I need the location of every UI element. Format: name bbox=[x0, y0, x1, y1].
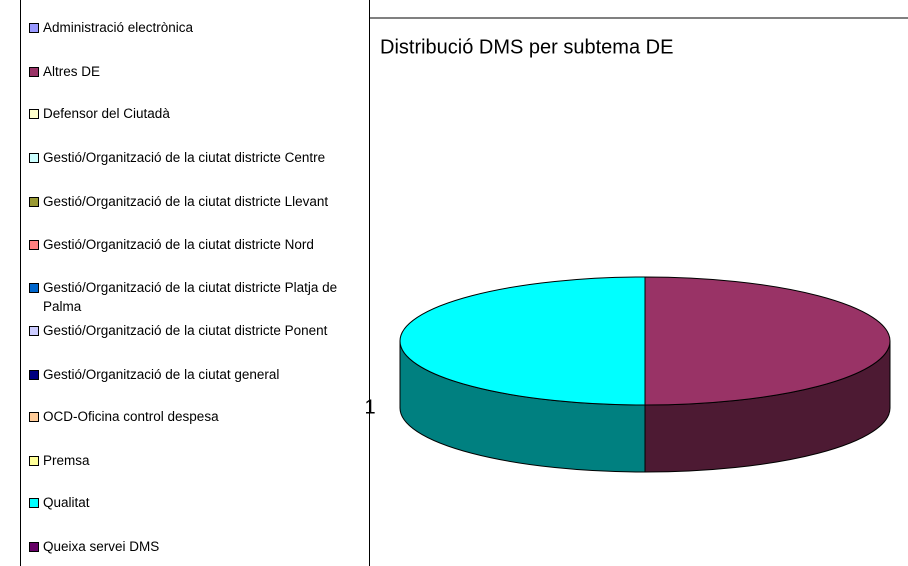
legend-label: Gestió/Organització de la ciutat distric… bbox=[43, 323, 328, 338]
legend-item: Administració electrònica bbox=[27, 18, 367, 37]
legend-swatch bbox=[29, 498, 39, 508]
legend-item: OCD-Oficina control despesa bbox=[27, 407, 367, 426]
legend-label: Gestió/Organització de la ciutat distric… bbox=[43, 237, 314, 252]
legend-label: Gestió/Organització de la ciutat distric… bbox=[43, 194, 329, 209]
legend-swatch bbox=[29, 197, 39, 207]
legend-item: Queixa servei DMS bbox=[27, 537, 367, 556]
legend-item: Altres DE bbox=[27, 62, 367, 81]
pie-slice-top bbox=[399, 276, 646, 406]
legend-label: Altres DE bbox=[43, 64, 101, 79]
legend-swatch bbox=[29, 153, 39, 163]
legend-label: Gestió/Organització de la ciutat distric… bbox=[43, 150, 326, 165]
legend-swatch bbox=[29, 283, 39, 293]
legend-item: Gestió/Organització de la ciutat general bbox=[27, 365, 367, 384]
pie-sides bbox=[399, 340, 891, 473]
pie-slice-side bbox=[399, 340, 646, 473]
legend-label: Administració electrònica bbox=[43, 20, 194, 35]
legend-swatch bbox=[29, 67, 39, 77]
legend: Administració electrònica Altres DE Defens… bbox=[20, 0, 370, 566]
legend-item: Premsa bbox=[27, 451, 367, 470]
legend-swatch bbox=[29, 542, 39, 552]
legend-swatch bbox=[29, 109, 39, 119]
legend-label: Defensor del Ciutadà bbox=[43, 106, 170, 121]
legend-swatch bbox=[29, 240, 39, 250]
legend-swatch bbox=[29, 412, 39, 422]
legend-swatch bbox=[29, 23, 39, 33]
legend-item: Gestió/Organització de la ciutat distric… bbox=[27, 278, 367, 316]
legend-item: Gestió/Organització de la ciutat distric… bbox=[27, 148, 367, 167]
legend-label: OCD-Oficina control despesa bbox=[43, 409, 219, 424]
legend-label: Qualitat bbox=[43, 495, 90, 510]
pie-slice-top bbox=[644, 276, 891, 406]
legend-item: Gestió/Organització de la ciutat distric… bbox=[27, 321, 367, 340]
pie-tops bbox=[399, 276, 891, 406]
legend-item: Gestió/Organització de la ciutat distric… bbox=[27, 235, 367, 254]
pie-slice-side bbox=[644, 340, 891, 473]
legend-item: Gestió/Organització de la ciutat distric… bbox=[27, 192, 367, 211]
legend-label: Queixa servei DMS bbox=[43, 539, 160, 554]
legend-item: Qualitat bbox=[27, 493, 367, 512]
chart-title: Distribució DMS per subtema DE bbox=[380, 36, 673, 58]
legend-item: Defensor del Ciutadà bbox=[27, 104, 367, 123]
legend-swatch bbox=[29, 370, 39, 380]
pie-slice bbox=[644, 276, 891, 406]
legend-label: Premsa bbox=[43, 453, 90, 468]
legend-swatch bbox=[29, 326, 39, 336]
legend-label: Gestió/Organització de la ciutat general bbox=[43, 367, 280, 382]
legend-swatch bbox=[29, 456, 39, 466]
legend-label: Gestió/Organització de la ciutat distric… bbox=[43, 280, 338, 314]
pie-slice bbox=[399, 276, 646, 406]
